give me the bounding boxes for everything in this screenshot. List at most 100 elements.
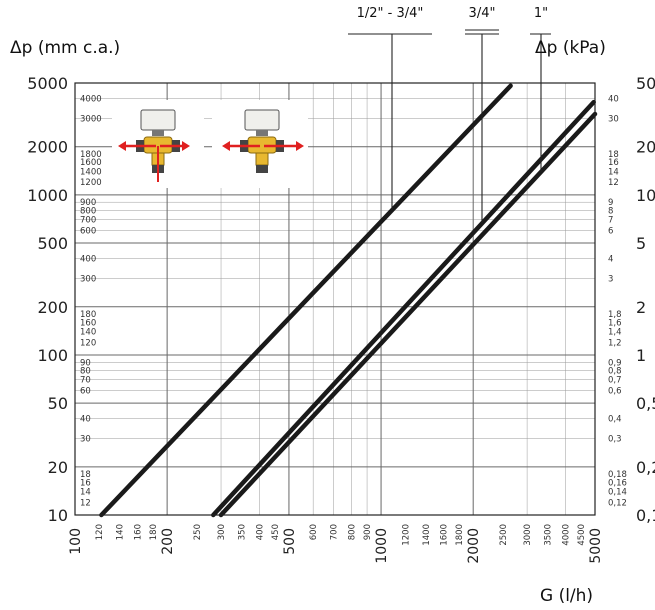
y-axis-left-title: Δp (mm c.a.): [10, 38, 120, 58]
series-line-1: [99, 83, 513, 518]
x-tick-label-minor: 250: [193, 524, 203, 540]
y-tick-label-left: 2000: [27, 138, 68, 157]
y-tick-label-left-minor: 16: [80, 478, 91, 488]
y-tick-label-left-minor: 40: [80, 415, 91, 425]
y-tick-label-right: 10: [636, 186, 655, 205]
series-label-3: 1": [534, 6, 548, 21]
three-way-valve-icon: [118, 109, 190, 182]
two-way-valve-icon: [222, 109, 304, 173]
y-tick-label-left: 200: [37, 298, 68, 317]
y-tick-label-left-minor: 4000: [80, 95, 102, 105]
y-tick-label-left: 50: [48, 394, 68, 413]
x-tick-label: 2000: [466, 528, 482, 564]
x-tick-label-minor: 450: [271, 524, 281, 540]
y-tick-label-right-minor: 1,6: [608, 318, 622, 328]
x-tick-label: 500: [282, 528, 298, 555]
x-tick-label: 100: [68, 528, 84, 555]
y-tick-label-right-minor: 0,7: [608, 376, 622, 386]
x-tick-label: 200: [160, 528, 176, 555]
y-tick-label-right-minor: 0,9: [608, 358, 622, 368]
y-tick-label-right: 20: [636, 138, 655, 157]
y-tick-label-left: 20: [48, 458, 68, 477]
y-tick-label-left-minor: 1800: [80, 150, 102, 160]
y-tick-label-right-minor: 0,18: [608, 470, 627, 480]
x-tick-label-minor: 400: [255, 524, 265, 540]
y-tick-label-left-minor: 700: [80, 216, 96, 226]
y-tick-label-right-minor: 40: [608, 95, 619, 105]
y-tick-label-right: 1: [636, 346, 646, 365]
y-tick-label-right-minor: 0,3: [608, 435, 622, 445]
x-axis-title: G (l/h): [540, 586, 593, 606]
y-tick-label-right-minor: 8: [608, 206, 613, 216]
x-tick-label-minor: 600: [309, 524, 319, 540]
y-tick-label-left-minor: 30: [80, 435, 91, 445]
y-tick-label-right-minor: 14: [608, 167, 619, 177]
valve-pictograms: [112, 100, 308, 188]
y-tick-label-left-minor: 800: [80, 206, 96, 216]
y-tick-label-right-minor: 0,4: [608, 415, 622, 425]
y-tick-label-left-minor: 1400: [80, 167, 102, 177]
y-tick-label-left: 10: [48, 506, 68, 525]
y-tick-label-left-minor: 60: [80, 386, 91, 396]
y-tick-label-right-minor: 18: [608, 150, 619, 160]
y-tick-label-right: 5: [636, 234, 646, 253]
series-lines: [99, 83, 598, 518]
y-tick-label-right: 0,1: [636, 506, 655, 525]
y-tick-label-left-minor: 180: [80, 310, 96, 320]
y-tick-label-right-minor: 0,16: [608, 478, 627, 488]
x-tick-label: 5000: [588, 528, 604, 564]
y-tick-label-right-minor: 0,12: [608, 498, 627, 508]
y-tick-label-right-minor: 12: [608, 178, 619, 188]
x-tick-label-minor: 3500: [544, 524, 554, 546]
tick-labels: 1020501002005001000200050001214161830406…: [27, 74, 655, 564]
y-tick-label-right-minor: 1,8: [608, 310, 622, 320]
y-tick-label-left-minor: 70: [80, 376, 91, 386]
x-tick-label: 1000: [374, 528, 390, 564]
y-tick-label-left: 5000: [27, 74, 68, 93]
y-tick-label-right-minor: 9: [608, 198, 613, 208]
y-tick-label-left-minor: 3000: [80, 115, 102, 125]
y-tick-label-left-minor: 12: [80, 498, 91, 508]
series-callouts: 1/2" - 3/4" 3/4" 1": [348, 6, 551, 224]
series-label-2: 3/4": [469, 6, 496, 21]
y-tick-label-left-minor: 80: [80, 366, 91, 376]
series-label-1: 1/2" - 3/4": [357, 6, 424, 21]
y-tick-label-right-minor: 0,6: [608, 386, 622, 396]
y-tick-label-right-minor: 4: [608, 255, 613, 265]
x-tick-label-minor: 180: [149, 524, 159, 540]
x-tick-label-minor: 1400: [422, 524, 432, 546]
y-tick-label-right-minor: 16: [608, 158, 619, 168]
x-tick-label-minor: 1800: [455, 524, 465, 546]
y-tick-label-right: 0,5: [636, 394, 655, 413]
y-tick-label-right-minor: 30: [608, 115, 619, 125]
x-tick-label-minor: 800: [347, 524, 357, 540]
y-tick-label-left-minor: 14: [80, 488, 91, 498]
x-tick-label-minor: 140: [116, 524, 126, 540]
y-tick-label-right: 2: [636, 298, 646, 317]
series-line-3: [218, 111, 598, 518]
series-line-2: [211, 99, 596, 518]
y-tick-label-left-minor: 1200: [80, 178, 102, 188]
x-tick-label-minor: 160: [133, 524, 143, 540]
y-tick-label-left-minor: 140: [80, 328, 96, 338]
y-tick-label-left: 100: [37, 346, 68, 365]
y-tick-label-right-minor: 0,8: [608, 366, 622, 376]
x-tick-label-minor: 120: [95, 524, 105, 540]
x-tick-label-minor: 4500: [577, 524, 587, 546]
x-tick-label-minor: 1200: [401, 524, 411, 546]
x-tick-label-minor: 700: [330, 524, 340, 540]
y-tick-label-right-minor: 0,14: [608, 488, 627, 498]
y-tick-label-right-minor: 6: [608, 226, 613, 236]
y-tick-label-right-minor: 7: [608, 216, 613, 226]
y-tick-label-left-minor: 160: [80, 318, 96, 328]
plot-frame: [74, 82, 596, 516]
y-tick-label-left-minor: 400: [80, 255, 96, 265]
y-tick-label-left-minor: 1600: [80, 158, 102, 168]
y-tick-label-right-minor: 1,4: [608, 328, 622, 338]
x-tick-label-minor: 3000: [523, 524, 533, 546]
y-tick-label-right-minor: 3: [608, 275, 613, 285]
x-tick-label-minor: 900: [363, 524, 373, 540]
y-tick-label-left: 500: [37, 234, 68, 253]
y-tick-label-right: 0,2: [636, 458, 655, 477]
